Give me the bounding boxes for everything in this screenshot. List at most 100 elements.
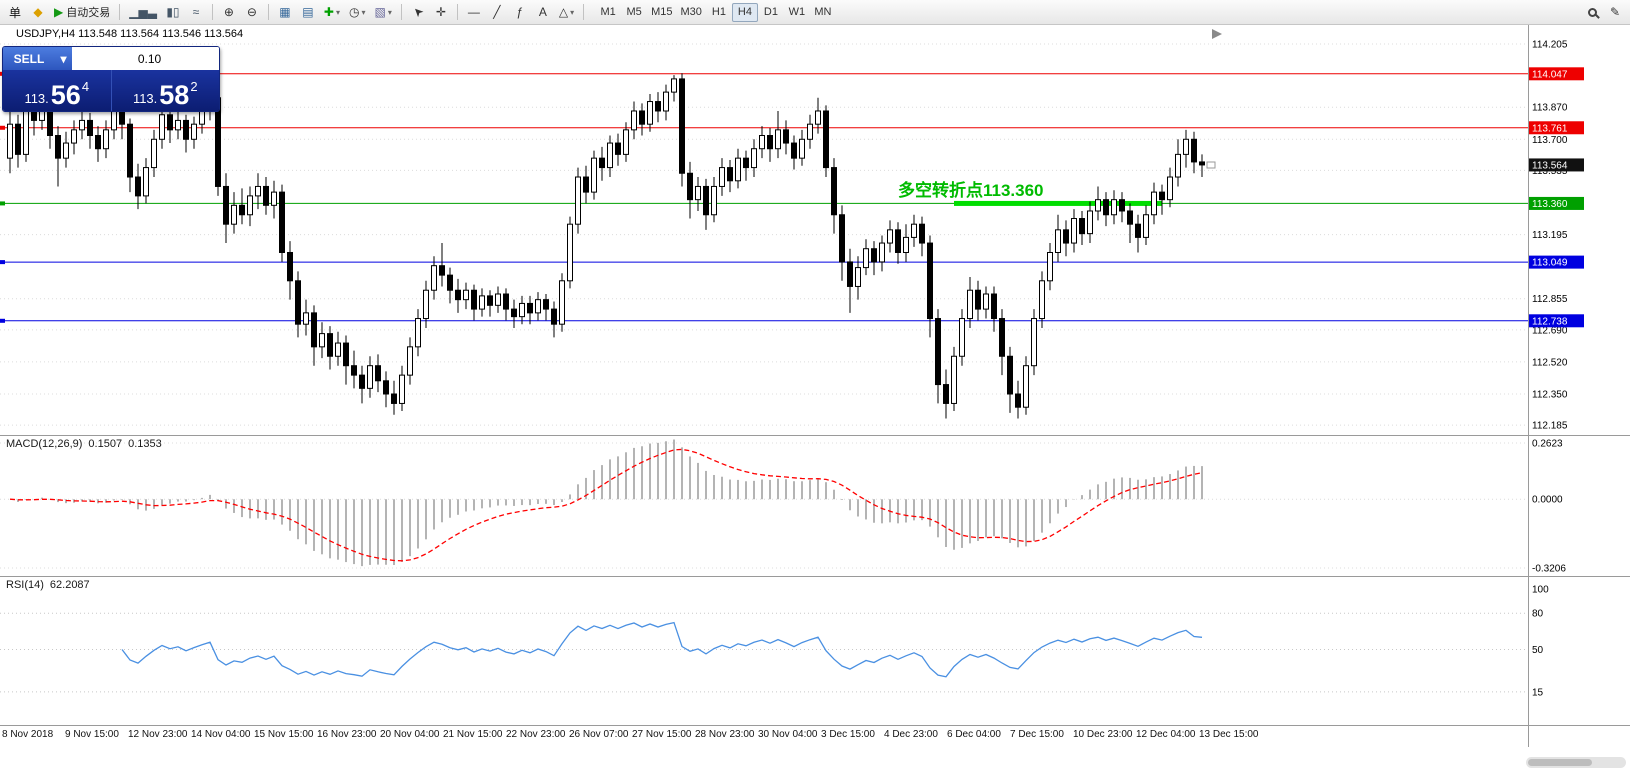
candle [303,312,309,325]
toolbar-bar-chart-button[interactable]: ▁▅▃ [125,2,161,23]
candle [431,265,437,291]
candle [415,318,421,348]
candle [503,293,509,310]
rsi-axis: 100 80 50 15 [1532,585,1549,699]
search-icon [1587,7,1597,17]
toolbar-candlestick-chart-button[interactable]: ▮▯ [162,2,184,23]
rsi-label: RSI(14) 62.2087 [6,579,96,591]
timeframe-m5[interactable]: M5 [621,3,647,22]
bid-pips: 56 [50,79,81,110]
toolbar-zoom-out-button[interactable]: ⊖ [241,2,263,23]
candle [615,142,621,155]
toolbar-periods-button[interactable]: ◷ ▾ [345,2,370,23]
toolbar-horizontal-line-button[interactable]: — [463,2,485,23]
toolbar-autotrading-button[interactable]: ▶ 自动交易 [50,2,114,23]
candle [1191,138,1197,163]
candle [767,135,773,150]
candle [1055,229,1061,253]
line-chart-icon: ≈ [192,5,200,19]
new-order-icon: 单 [8,5,21,20]
timeframe-m15[interactable]: M15 [647,3,676,22]
toolbar-new-order-button[interactable]: 单 [4,2,26,23]
timeframe-h4[interactable]: H4 [731,2,758,22]
arrow-objects-icon: △ [558,5,569,19]
rsi-value: 62.2087 [49,579,90,591]
toolbar-arrow-objects-button[interactable]: △ ▾ [555,2,578,23]
candle [87,119,93,137]
candle [607,142,613,169]
timeframe-m1[interactable]: M1 [595,3,621,22]
price-axis-label: 114.205 [1532,40,1568,51]
macd-signal-value: 0.1353 [128,438,162,450]
price-axis-label: 112.855 [1532,294,1568,305]
timeframe-w1[interactable]: W1 [784,3,810,22]
candle [311,312,317,348]
time-axis-label: 8 Nov 2018 [2,729,54,740]
time-axis-label: 20 Nov 04:00 [380,729,440,740]
rsi-axis-label: 100 [1532,585,1549,596]
toolbar-search-button[interactable] [1581,2,1603,23]
time-axis-label: 21 Nov 15:00 [443,729,503,740]
toolbar-cascade-windows-button[interactable]: ▤ [297,2,319,23]
bid-price-display[interactable]: 113. 56 4 [3,70,111,111]
toolbar-line-chart-button[interactable]: ≈ [185,2,207,23]
horizontal-lines [0,71,1528,323]
timeframe-d1[interactable]: D1 [758,3,784,22]
candle [1119,199,1125,212]
scroll-to-end-button[interactable] [1212,29,1222,39]
sell-button[interactable]: SELL [3,47,55,70]
candle [95,135,101,150]
time-axis-label: 22 Nov 23:00 [506,729,566,740]
toolbar-templates-button[interactable]: ▧ ▾ [371,2,396,23]
candle [655,101,661,112]
svg-text:112.738: 112.738 [1532,316,1568,327]
candle [943,384,949,404]
candle [743,157,749,169]
timeframe-mn[interactable]: MN [810,3,836,22]
toolbar-indicators-button[interactable]: ✚ ▾ [320,2,344,23]
timeframe-h1[interactable]: H1 [706,3,732,22]
quick-draw-icon: ✎ [1609,5,1621,19]
ask-pips: 58 [159,79,190,110]
caret-down-icon: ▾ [570,7,575,17]
toolbar-text-label-button[interactable]: A [532,2,554,23]
toolbar-gold-symbol-button[interactable]: ◆ [27,2,49,23]
annotation-text: 多空转折点113.360 [898,181,1044,200]
candle [1127,210,1133,225]
time-axis-label: 12 Dec 04:00 [1136,729,1196,740]
candle [1159,191,1165,201]
toolbar-crosshair-button[interactable]: ✛ [430,2,452,23]
horizontal-line-icon: — [467,5,480,19]
lot-size-input[interactable] [72,47,219,70]
candle [23,108,29,155]
toolbar-tile-windows-button[interactable]: ▦ [274,2,296,23]
scrollbar-thumb[interactable] [1528,759,1592,766]
toolbar-quick-draw-button[interactable]: ✎ [1604,2,1626,23]
bar-chart-icon: ▁▅▃ [129,5,157,19]
candle [775,129,781,150]
candle [447,274,453,291]
price-axis-label: 112.185 [1532,421,1568,432]
toolbar-zoom-in-button[interactable]: ⊕ [218,2,240,23]
horizontal-scrollbar[interactable] [1526,757,1626,768]
toolbar-fibonacci-button[interactable]: ƒ [509,2,531,23]
time-axis-label: 7 Dec 15:00 [1010,729,1064,740]
candle [935,318,941,386]
timeframe-m30[interactable]: M30 [677,3,706,22]
sell-options-caret-icon[interactable]: ▾ [55,47,72,70]
candle [55,135,61,159]
candle [239,204,245,216]
time-axis-label: 3 Dec 15:00 [821,729,875,740]
ask-prefix: 113. [132,90,158,106]
ask-price-display[interactable]: 113. 58 2 [110,70,220,111]
toolbar-trendline-button[interactable]: ╱ [486,2,508,23]
candle [1175,153,1181,178]
candle [663,91,669,112]
candle [831,167,837,216]
candle [991,293,997,320]
candle [151,138,157,169]
toolbar-cursor-button[interactable]: ➤ [407,2,429,23]
caret-down-icon: ▾ [361,7,366,17]
candle [1151,191,1157,216]
